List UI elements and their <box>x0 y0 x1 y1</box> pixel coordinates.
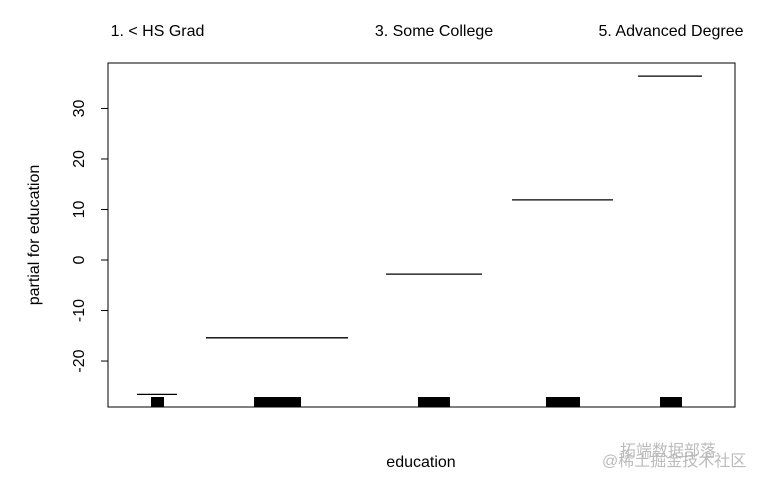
plot-frame <box>107 62 736 408</box>
y-tick-label: 0 <box>71 255 88 264</box>
x-axis-label: education <box>386 454 455 471</box>
rug <box>660 397 682 407</box>
rug <box>418 397 450 407</box>
watermark: @稀土掘金技术社区 <box>602 452 746 470</box>
y-axis-label: partial for education <box>26 165 43 306</box>
y-tick-label: 20 <box>71 150 88 168</box>
rug <box>546 397 580 407</box>
y-tick-label: -10 <box>71 299 88 322</box>
category-label: 1. < HS Grad <box>111 23 205 40</box>
watermark: 拓端数据部落 <box>620 442 716 460</box>
rug <box>151 397 164 407</box>
category-label: 3. Some College <box>375 23 493 40</box>
y-tick-label: 30 <box>71 99 88 117</box>
y-tick-label: 10 <box>71 200 88 218</box>
y-tick-label: -20 <box>71 349 88 372</box>
category-label: 5. Advanced Degree <box>599 23 744 40</box>
rug <box>254 397 301 407</box>
